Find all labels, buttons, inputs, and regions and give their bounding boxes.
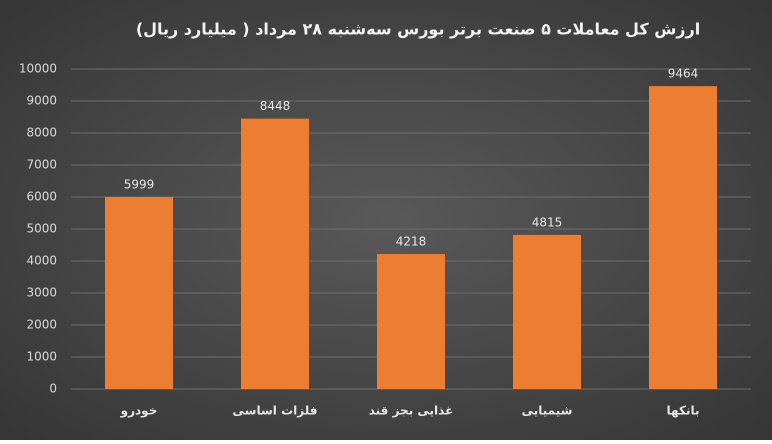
- y-tick-label: 1000: [26, 350, 57, 364]
- x-tick-label: خودرو: [120, 404, 158, 419]
- data-label: 5999: [124, 178, 155, 192]
- y-tick-label: 5000: [26, 222, 57, 236]
- y-tick-label: 4000: [26, 254, 57, 268]
- x-tick-label: بانکها: [667, 404, 700, 418]
- data-label: 8448: [260, 99, 291, 113]
- x-tick-label: فلزات اساسی: [233, 404, 318, 418]
- chart-title: ارزش کل معاملات ۵ صنعت برتر بورس سه‌شنبه…: [136, 20, 700, 39]
- y-tick-label: 9000: [26, 94, 57, 108]
- bar: [105, 197, 173, 389]
- bar: [649, 86, 717, 389]
- bar: [241, 118, 309, 389]
- x-tick-label: شیمیایی: [522, 404, 573, 418]
- y-tick-label: 8000: [26, 126, 57, 140]
- y-tick-label: 2000: [26, 318, 57, 332]
- y-tick-label: 7000: [26, 158, 57, 172]
- x-tick-label: غذایی بجز قند: [369, 404, 454, 418]
- y-tick-label: 10000: [19, 62, 57, 76]
- bar: [513, 234, 581, 389]
- y-tick-label: 6000: [26, 190, 57, 204]
- data-label: 9464: [668, 67, 699, 81]
- data-label: 4815: [532, 215, 563, 229]
- data-label: 4218: [396, 235, 427, 249]
- y-tick-label: 0: [49, 382, 57, 396]
- y-tick-label: 3000: [26, 286, 57, 300]
- bar: [377, 254, 445, 389]
